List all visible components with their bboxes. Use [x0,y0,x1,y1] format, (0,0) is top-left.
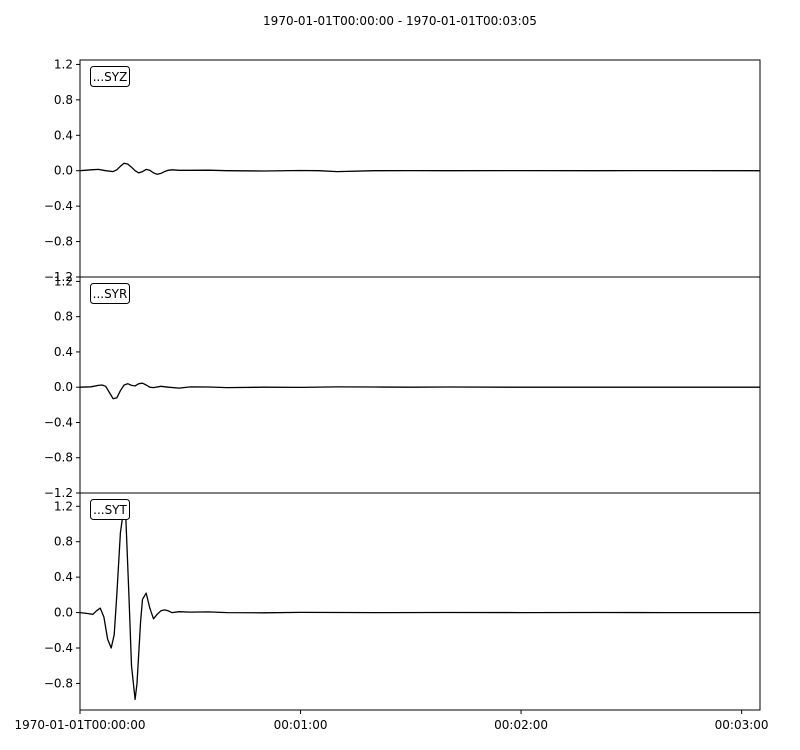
panels-layer: 1.2 0.8 0.4 0.0 −0.4 −0.8 −1.2 ...SYZ 1.2 0.8 0.4 0… [44,57,761,711]
x-axis: 1970-01-01T00:00:00 00:01:00 00:02:00 00:03… [15,710,769,732]
channel-label: ...SYR [93,287,128,301]
panel-0: 1.2 0.8 0.4 0.0 −0.4 −0.8 −1.2 ...SYZ [44,57,761,284]
y-tick-label: −1.2 [44,270,73,284]
y-tick-label: 1.2 [54,274,73,288]
trace-line [80,382,760,400]
y-tick-label: 0.8 [54,310,73,324]
y-tick-label: 0.4 [54,128,73,142]
x-tick-label: 1970-01-01T00:00:00 [15,718,146,732]
y-tick-label: −0.4 [44,199,73,213]
y-tick-label: −0.4 [44,415,73,429]
y-tick-label: −1.2 [44,486,73,500]
x-tick-label: 00:03:00 [715,718,769,732]
channel-label-box [90,499,130,520]
y-tick-label: 1.2 [54,57,73,71]
channel-label-box [90,66,130,87]
y-tick-label: 0.4 [54,345,73,359]
y-tick-label: 0.0 [54,606,73,620]
y-tick-label: −0.8 [44,235,73,249]
y-tick-label: −0.8 [44,676,73,690]
x-tick-label: 00:02:00 [494,718,548,732]
y-tick-label: −0.8 [44,451,73,465]
channel-label: ...SYT [93,503,127,517]
channel-label: ...SYZ [93,70,128,84]
y-tick-label: −0.4 [44,641,73,655]
y-tick-label: 0.4 [54,570,73,584]
panel-frame [79,492,761,711]
panel-2: 1.2 0.8 0.4 0.0 −0.4 −0.8 ...SYT [44,492,761,711]
panel-1: 1.2 0.8 0.4 0.0 −0.4 −0.8 −1.2 ...SYR [44,274,761,500]
channel-label-box [90,283,130,304]
y-tick-label: 0.0 [54,164,73,178]
y-tick-label: 0.8 [54,93,73,107]
panel-frame [79,59,761,278]
trace-line [80,505,760,701]
chart-title: 1970-01-01T00:00:00 - 1970-01-01T00:03:0… [263,14,537,28]
panel-frame [79,276,761,494]
y-tick-label: 0.8 [54,535,73,549]
trace-line [80,162,760,175]
y-tick-label: 1.2 [54,499,73,513]
y-tick-label: 0.0 [54,380,73,394]
x-tick-label: 00:01:00 [274,718,328,732]
